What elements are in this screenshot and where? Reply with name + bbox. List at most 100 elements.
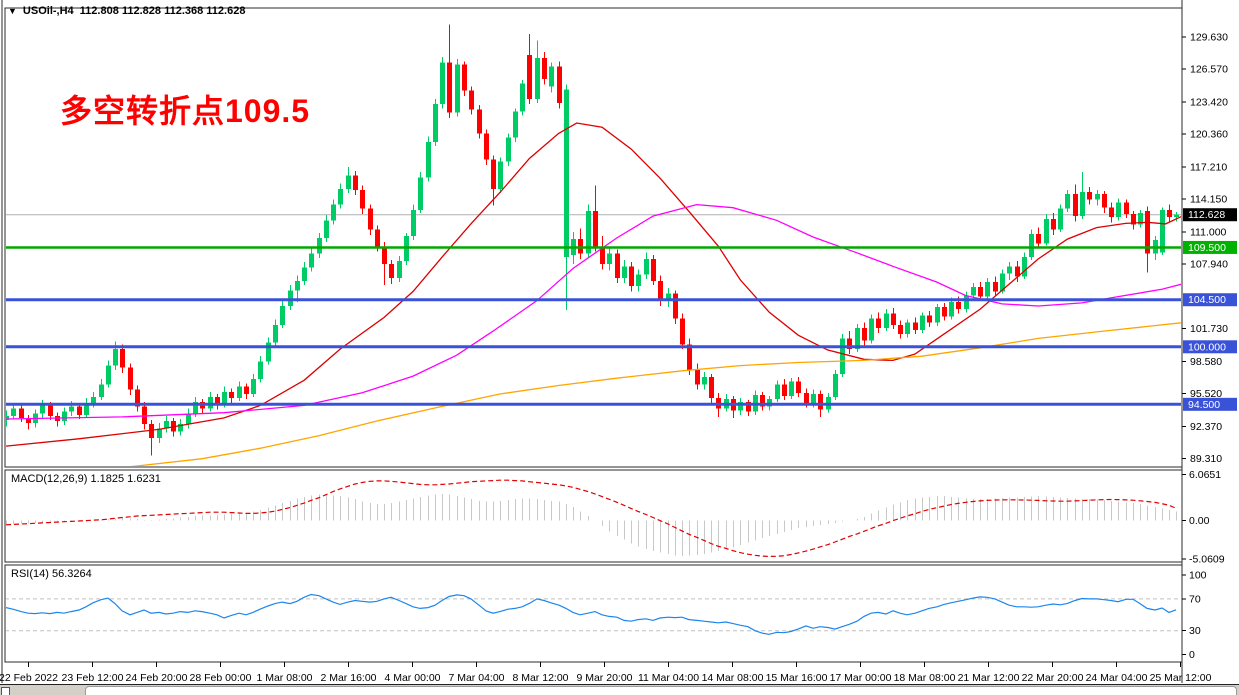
candle-body bbox=[266, 342, 271, 362]
candle-body bbox=[447, 62, 452, 113]
candle-body bbox=[840, 338, 845, 374]
rsi-indicator-label: RSI(14) 56.3264 bbox=[11, 568, 92, 580]
candle-body bbox=[949, 301, 954, 317]
time-tick-label: 22 Feb 2022 bbox=[0, 672, 58, 684]
candle-body bbox=[389, 264, 394, 278]
candle-body bbox=[1036, 233, 1041, 244]
candle-body bbox=[775, 384, 780, 400]
candle-body bbox=[1007, 266, 1012, 274]
time-tick-label: 24 Feb 20:00 bbox=[126, 672, 188, 684]
candle-body bbox=[346, 175, 351, 189]
candle-body bbox=[855, 327, 860, 349]
symbol-timeframe-label: USOil-,H4 bbox=[22, 5, 74, 17]
candle-body bbox=[1138, 212, 1143, 225]
candle-body bbox=[884, 313, 889, 328]
candle-body bbox=[1116, 202, 1121, 218]
macd-scale-label: -5.0609 bbox=[1189, 554, 1225, 566]
candle-body bbox=[1000, 273, 1005, 292]
price-tick-label: 114.150 bbox=[1190, 193, 1227, 205]
time-tick-label: 24 Mar 04:00 bbox=[1086, 672, 1148, 684]
price-tick-label: 89.310 bbox=[1190, 453, 1222, 465]
candle-body bbox=[1065, 194, 1070, 209]
rsi-line bbox=[6, 593, 1177, 635]
candle-body bbox=[1102, 194, 1107, 208]
chevron-down-icon[interactable]: ▼ bbox=[8, 6, 17, 16]
candle-body bbox=[804, 392, 809, 404]
macd-indicator-label: MACD(12,26,9) 1.1825 1.6231 bbox=[11, 473, 161, 485]
candle-body bbox=[40, 405, 45, 414]
candle-body bbox=[215, 396, 220, 405]
candle-body bbox=[157, 428, 162, 438]
rsi-scale-label: 0 bbox=[1189, 649, 1195, 661]
resize-grip[interactable] bbox=[1, 687, 10, 695]
candle-body bbox=[702, 377, 707, 385]
candle-body bbox=[338, 188, 343, 205]
rsi-scale-label: 100 bbox=[1189, 569, 1207, 581]
candle-body bbox=[869, 318, 874, 341]
candle-body bbox=[455, 64, 460, 113]
candle-body bbox=[1080, 192, 1085, 217]
candle-body bbox=[847, 338, 852, 349]
candle-body bbox=[360, 189, 365, 209]
candle-body bbox=[818, 393, 823, 410]
candle-body bbox=[128, 367, 133, 390]
candle-body bbox=[687, 344, 692, 370]
price-tick-label: 111.000 bbox=[1190, 226, 1227, 238]
candle-body bbox=[208, 396, 213, 409]
ma-mid-magenta bbox=[6, 203, 1181, 420]
candle-body bbox=[1022, 256, 1027, 277]
candle-body bbox=[324, 220, 329, 239]
price-tick-label: 117.210 bbox=[1190, 161, 1227, 173]
time-tick-label: 14 Mar 08:00 bbox=[702, 672, 764, 684]
ma-fast-red bbox=[6, 122, 1181, 447]
candle-body bbox=[484, 133, 489, 160]
price-badge-109.500 bbox=[1183, 240, 1237, 254]
price-tick-label: 129.630 bbox=[1190, 31, 1228, 43]
candle-body bbox=[1051, 219, 1056, 230]
price-badge-label: 94.500 bbox=[1188, 399, 1220, 411]
candle-body bbox=[418, 177, 423, 210]
price-tick-label: 107.940 bbox=[1190, 258, 1228, 270]
candle-body bbox=[644, 258, 649, 275]
candle-body bbox=[971, 287, 976, 296]
candle-body bbox=[440, 62, 445, 105]
candle-body bbox=[1145, 210, 1150, 254]
candle-body bbox=[120, 348, 125, 368]
candle-body bbox=[600, 246, 605, 265]
candle-body bbox=[237, 386, 242, 399]
candle-body bbox=[920, 315, 925, 331]
candle-body bbox=[280, 306, 285, 325]
candle-body bbox=[62, 411, 67, 422]
rsi-panel[interactable] bbox=[5, 593, 1182, 635]
candle-body bbox=[302, 267, 307, 281]
time-tick-label: 18 Mar 08:00 bbox=[894, 672, 956, 684]
candle-body bbox=[222, 391, 227, 405]
candle-body bbox=[542, 58, 547, 80]
candle-body bbox=[767, 399, 772, 407]
time-tick-label: 25 Mar 12:00 bbox=[1150, 672, 1212, 684]
candle-body bbox=[622, 266, 627, 278]
time-tick-label: 22 Mar 20:00 bbox=[1022, 672, 1084, 684]
candle-body bbox=[905, 322, 910, 335]
candle-body bbox=[1167, 209, 1172, 218]
time-tick-label: 4 Mar 00:00 bbox=[384, 672, 440, 684]
candle-body bbox=[1058, 208, 1063, 230]
candle-body bbox=[106, 365, 111, 385]
candle-body bbox=[549, 66, 554, 87]
time-axis[interactable]: 22 Feb 2022 23 Feb 12:00 24 Feb 20:00 28 Fe… bbox=[0, 662, 1212, 684]
candle-body bbox=[48, 405, 53, 416]
candle-body bbox=[1044, 219, 1049, 244]
candle-body bbox=[964, 295, 969, 310]
ohlc-values-label: 112.808 112.828 112.368 112.628 bbox=[79, 5, 246, 17]
candle-body bbox=[695, 369, 700, 385]
candle-body bbox=[891, 313, 896, 325]
candle-body bbox=[535, 58, 540, 99]
main-price-panel[interactable] bbox=[4, 24, 1182, 474]
candle-body bbox=[113, 348, 118, 366]
macd-panel[interactable] bbox=[6, 479, 1177, 558]
price-scale[interactable]: 129.630 126.570 123.420 120.360 117.210 114.1… bbox=[1182, 31, 1237, 661]
horizontal-scrollbar-thumb[interactable] bbox=[85, 686, 1237, 695]
chart-annotation-text: 多空转折点109.5 bbox=[60, 93, 311, 129]
